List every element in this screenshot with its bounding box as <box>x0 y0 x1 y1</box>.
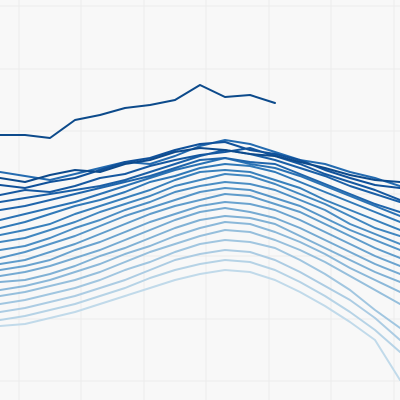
series-line <box>0 84 276 139</box>
series-line <box>0 147 400 183</box>
series-line <box>0 207 400 277</box>
series-line <box>0 173 400 243</box>
series-line <box>0 215 400 283</box>
series-line <box>0 259 400 353</box>
series-line <box>0 249 400 341</box>
series-line <box>0 169 400 236</box>
series-line <box>0 201 400 271</box>
series-line <box>0 147 400 201</box>
series-line <box>0 221 400 293</box>
series-line <box>0 157 400 213</box>
series-line <box>0 229 400 305</box>
series-line <box>0 187 400 259</box>
series-line <box>0 239 400 329</box>
series-line <box>0 193 400 265</box>
series-line <box>0 157 400 221</box>
series-line <box>0 141 400 189</box>
series-line <box>0 163 400 229</box>
series-line <box>0 181 400 251</box>
series-line <box>0 269 400 381</box>
series-line <box>0 139 400 187</box>
